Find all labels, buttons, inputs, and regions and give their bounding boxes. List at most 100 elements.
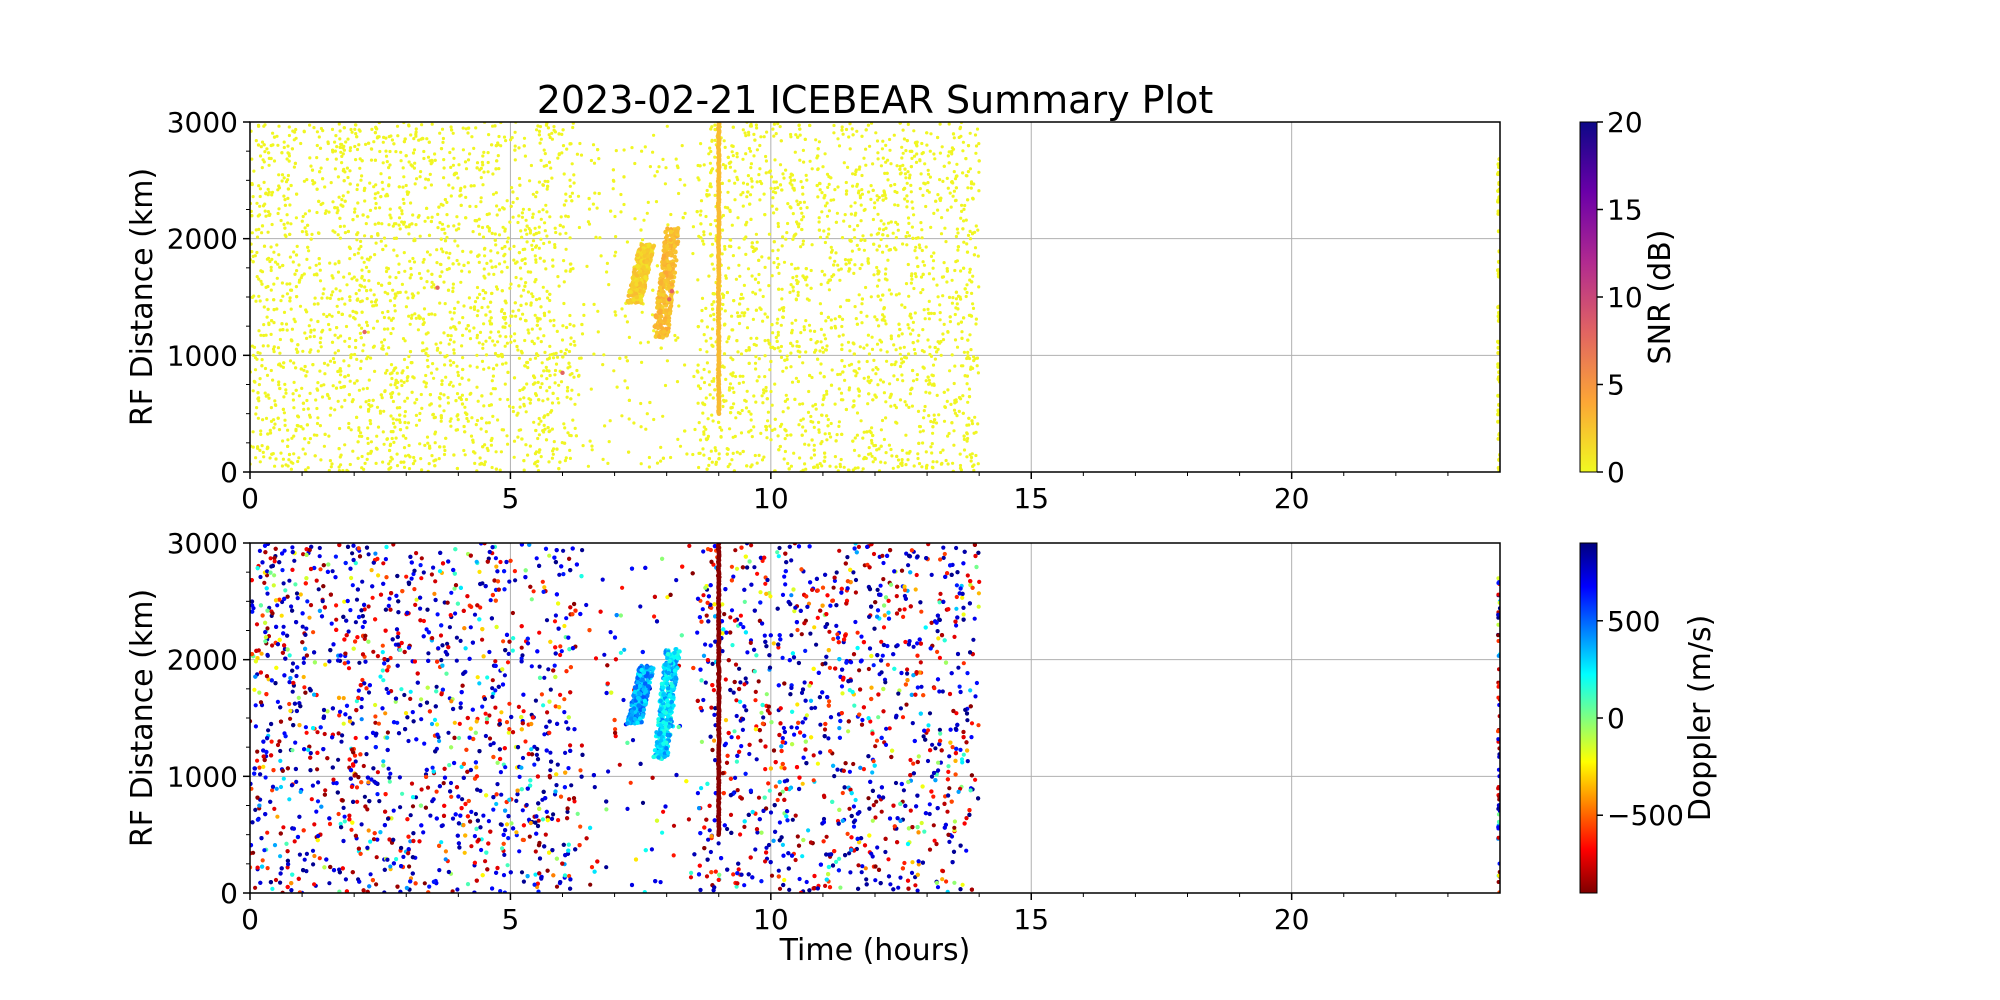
snr-point (567, 361, 571, 365)
snr-point (788, 181, 792, 185)
snr-point (563, 352, 567, 356)
snr-point (284, 388, 288, 392)
snr-point (968, 267, 972, 271)
snr-point (461, 316, 465, 320)
snr-point (304, 230, 308, 234)
snr-point (333, 262, 337, 266)
snr-point (644, 259, 649, 265)
snr-point (702, 242, 706, 246)
snr-point (359, 359, 363, 363)
snr-point (301, 401, 305, 405)
snr-point (299, 367, 303, 371)
snr-point (774, 180, 778, 184)
snr-point (933, 357, 938, 361)
snr-point (812, 465, 817, 469)
snr-point (805, 283, 809, 287)
snr-point (700, 319, 704, 323)
snr-point (468, 392, 472, 396)
snr-point (953, 268, 957, 273)
snr-point (445, 200, 449, 204)
snr-point (904, 176, 908, 180)
snr-point (525, 240, 529, 244)
snr-point (474, 423, 478, 427)
snr-point (338, 426, 342, 431)
snr-point (861, 436, 865, 440)
snr-point (650, 245, 656, 250)
snr-point (773, 186, 777, 190)
snr-point (840, 128, 844, 132)
snr-point (410, 292, 414, 296)
snr-point (932, 211, 936, 215)
snr-point (745, 326, 750, 330)
snr-point (454, 171, 458, 175)
snr-point (446, 333, 450, 338)
snr-point (549, 410, 553, 414)
snr-point (516, 220, 520, 225)
snr-point (523, 154, 528, 158)
snr-point (933, 345, 937, 350)
snr-point (344, 324, 349, 329)
snr-point (747, 346, 751, 350)
snr-point (407, 354, 411, 359)
snr-point (896, 458, 901, 462)
snr-point (388, 149, 392, 154)
snr-point (753, 453, 757, 458)
snr-point (339, 142, 343, 146)
snr-point (900, 303, 904, 307)
snr-point (860, 302, 864, 306)
snr-point (484, 313, 488, 317)
snr-point (527, 207, 531, 212)
snr-point (766, 338, 770, 342)
snr-point (280, 281, 284, 285)
snr-point (543, 152, 547, 156)
snr-point (513, 301, 517, 305)
snr-point (562, 259, 566, 263)
snr-point (455, 392, 460, 396)
snr-point (728, 238, 732, 242)
snr-point (392, 248, 396, 252)
snr-point (379, 172, 383, 176)
snr-point (257, 184, 261, 188)
snr-point (487, 229, 491, 233)
snr-point (581, 444, 585, 448)
snr-point (920, 248, 924, 253)
snr-point (864, 128, 868, 132)
snr-point (294, 285, 298, 289)
snr-point (407, 232, 411, 236)
snr-point (846, 468, 851, 472)
snr-point (738, 411, 742, 416)
snr-point (250, 295, 254, 299)
snr-point (695, 210, 699, 214)
snr-point (562, 422, 566, 426)
snr-point (410, 222, 414, 226)
snr-point (907, 451, 911, 455)
snr-point (729, 406, 733, 410)
snr-point (727, 179, 731, 183)
snr-point (865, 314, 869, 318)
snr-point (269, 419, 274, 423)
snr-point (749, 336, 753, 340)
snr-point (823, 240, 828, 245)
snr-point (403, 137, 407, 141)
snr-point (929, 311, 934, 315)
snr-point (956, 248, 960, 252)
snr-point (929, 354, 934, 358)
snr-point (873, 457, 877, 461)
snr-point (478, 292, 482, 296)
snr-point (433, 152, 437, 156)
snr-point (315, 433, 319, 437)
snr-point (733, 198, 737, 202)
snr-point (390, 457, 394, 461)
snr-point (304, 374, 308, 378)
snr-point (280, 173, 285, 177)
snr-point (678, 444, 683, 448)
snr-point (395, 371, 399, 375)
snr-point (833, 402, 837, 406)
snr-point (391, 421, 396, 425)
snr-point (517, 356, 522, 360)
snr-point (411, 462, 415, 466)
snr-point (457, 321, 461, 325)
snr-point (525, 232, 529, 236)
snr-point (606, 461, 610, 465)
snr-point (625, 359, 630, 363)
